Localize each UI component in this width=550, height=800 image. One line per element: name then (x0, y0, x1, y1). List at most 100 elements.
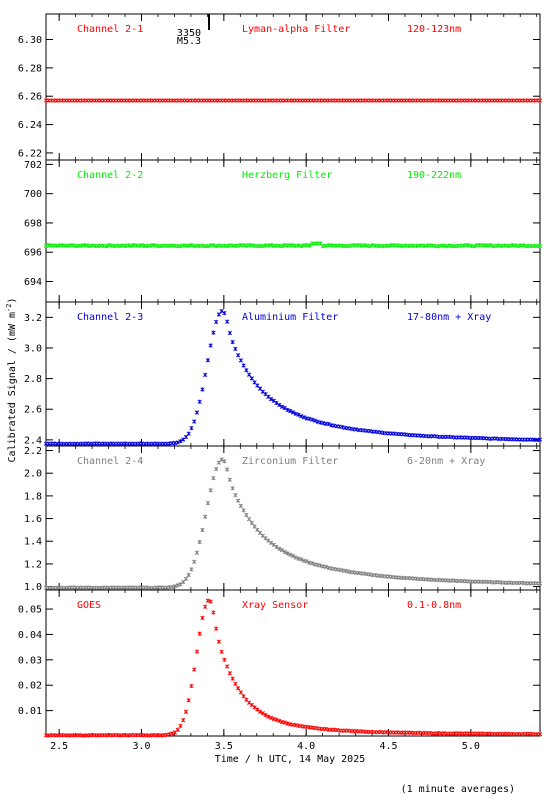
data-point (203, 372, 208, 378)
data-point (301, 415, 307, 420)
data-point (444, 244, 449, 249)
data-point (260, 711, 265, 716)
data-point (307, 416, 312, 421)
x-tick-label: 5.0 (462, 741, 480, 752)
y-axis-label-close: ) (7, 298, 18, 304)
data-point (274, 400, 279, 406)
data-point (222, 657, 227, 662)
data-point (340, 424, 345, 430)
data-point (488, 243, 493, 248)
data-point (175, 727, 180, 732)
data-point (216, 312, 222, 317)
y-tick-label: 6.22 (18, 148, 42, 159)
data-point (288, 408, 293, 414)
data-point (318, 563, 323, 568)
y-tick-label: 694 (24, 277, 42, 288)
data-point (227, 671, 232, 676)
data-point (233, 492, 238, 498)
data-point (203, 604, 208, 609)
data-point (178, 723, 183, 728)
panel-filter-label: Zirconium Filter (242, 456, 338, 467)
y-tick-label: 0.01 (18, 706, 42, 717)
panel-frame (45, 445, 541, 591)
data-point (211, 610, 216, 615)
data-point (194, 649, 200, 654)
data-point (521, 243, 526, 248)
y-tick-label: 6.26 (18, 92, 42, 103)
data-point (279, 243, 285, 249)
data-point (227, 477, 232, 482)
data-point (257, 709, 263, 714)
y-tick-label: 2.0 (24, 469, 42, 480)
x-tick-label: 3.5 (215, 741, 233, 752)
data-point (175, 440, 180, 445)
panel-1: 6.22 6.24 6.26 6.28 6.30 Channel 2-1 Lyman-alp… (18, 13, 543, 161)
data-point (252, 524, 257, 529)
y-tick-label: 0.05 (18, 605, 42, 616)
data-point (225, 664, 230, 669)
panel-channel-label: Channel 2-4 (77, 456, 143, 467)
x-tick-label: 2.5 (50, 741, 68, 752)
data-point (249, 520, 254, 525)
y-tick-label: 698 (24, 218, 42, 229)
data-point (203, 514, 208, 519)
data-point (249, 376, 254, 381)
y-tick-label: 2.2 (24, 446, 42, 457)
data-point (266, 714, 271, 719)
data-point (183, 576, 189, 581)
series-points (43, 598, 543, 738)
data-point (274, 544, 279, 550)
data-point (537, 581, 543, 586)
panel-frame (45, 159, 541, 303)
data-point (367, 244, 372, 249)
data-point (386, 243, 392, 248)
data-point (189, 243, 194, 248)
data-point (537, 98, 543, 103)
data-point (222, 459, 227, 464)
data-point (268, 397, 274, 402)
data-point (192, 667, 197, 672)
data-point (288, 552, 293, 557)
data-point (208, 488, 213, 493)
data-point (230, 340, 235, 345)
data-point (233, 681, 238, 686)
data-point (197, 631, 202, 636)
data-point (326, 421, 331, 427)
data-point (192, 419, 197, 424)
series-points (43, 241, 543, 249)
y-tick-label: 1.2 (24, 559, 42, 570)
data-point (235, 498, 241, 503)
data-point (310, 417, 315, 422)
data-point (238, 503, 243, 508)
data-point (214, 319, 219, 324)
data-point (200, 387, 205, 392)
panel-band-label: 17-80nm + Xray (407, 312, 491, 323)
data-point (268, 242, 274, 248)
data-point (181, 580, 186, 585)
data-point (183, 709, 189, 714)
data-point (235, 686, 241, 691)
data-point (197, 539, 202, 545)
data-point (241, 694, 246, 699)
data-point (186, 572, 191, 578)
data-point (282, 549, 287, 555)
data-point (219, 649, 224, 654)
data-point (189, 683, 194, 689)
series-points (43, 308, 543, 447)
data-point (216, 639, 222, 644)
y-tick-label: 2.4 (24, 435, 42, 446)
data-point (279, 404, 285, 409)
data-point (304, 559, 309, 564)
data-point (186, 698, 191, 703)
x-axis-label: Time / h UTC, 14 May 2025 (215, 754, 366, 765)
y-tick-label: 6.28 (18, 63, 42, 74)
data-point (225, 467, 230, 472)
panel-frame (45, 13, 541, 161)
data-point (268, 715, 274, 721)
data-point (139, 243, 145, 248)
y-tick-label: 1.8 (24, 491, 42, 502)
data-point (244, 512, 249, 518)
data-point (323, 726, 329, 732)
panel-frame (45, 301, 541, 447)
